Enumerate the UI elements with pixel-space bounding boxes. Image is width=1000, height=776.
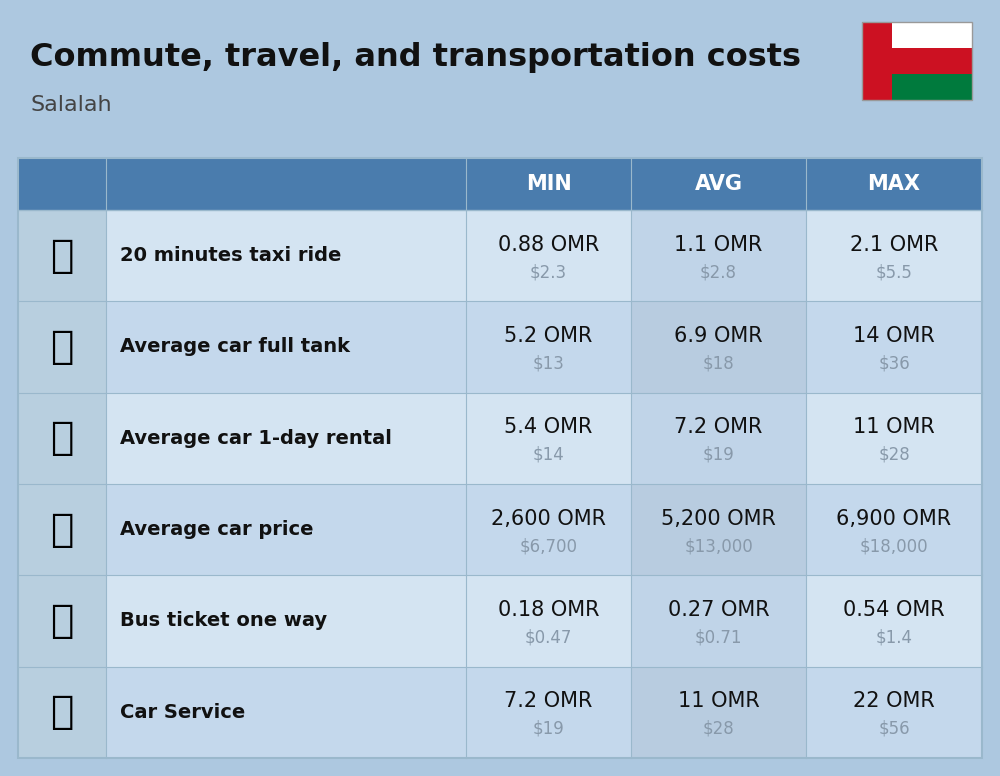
- Bar: [18, 484, 106, 575]
- Text: 0.18 OMR: 0.18 OMR: [498, 600, 599, 620]
- Bar: [18, 210, 106, 301]
- Text: 7.2 OMR: 7.2 OMR: [504, 691, 593, 712]
- Text: 5,200 OMR: 5,200 OMR: [661, 509, 776, 528]
- Bar: [631, 667, 806, 758]
- Text: $13: $13: [533, 355, 564, 372]
- Text: Salalah: Salalah: [30, 95, 112, 115]
- Bar: [466, 210, 631, 301]
- Bar: [631, 210, 806, 301]
- Bar: [18, 393, 106, 484]
- Text: $18: $18: [703, 355, 734, 372]
- Text: AVG: AVG: [694, 174, 742, 194]
- Text: $19: $19: [703, 445, 734, 464]
- Text: 14 OMR: 14 OMR: [853, 326, 935, 346]
- Bar: [466, 484, 631, 575]
- Bar: [631, 575, 806, 667]
- Text: 2.1 OMR: 2.1 OMR: [850, 234, 938, 255]
- Bar: [806, 301, 982, 393]
- Text: 2,600 OMR: 2,600 OMR: [491, 509, 606, 528]
- Text: 🚌: 🚌: [50, 602, 74, 640]
- Bar: [106, 301, 466, 393]
- Text: MAX: MAX: [868, 174, 920, 194]
- Bar: [466, 575, 631, 667]
- Text: 🚕: 🚕: [50, 237, 74, 275]
- Text: $6,700: $6,700: [520, 537, 578, 555]
- Text: Car Service: Car Service: [120, 703, 245, 722]
- Text: $28: $28: [878, 445, 910, 464]
- Text: 11 OMR: 11 OMR: [678, 691, 759, 712]
- Bar: [631, 484, 806, 575]
- Bar: [18, 158, 982, 758]
- Bar: [862, 74, 972, 100]
- Text: $2.3: $2.3: [530, 263, 567, 281]
- Bar: [862, 22, 972, 48]
- Text: Average car price: Average car price: [120, 520, 314, 539]
- Text: 0.27 OMR: 0.27 OMR: [668, 600, 769, 620]
- Text: $5.5: $5.5: [876, 263, 912, 281]
- Text: 🚗: 🚗: [50, 511, 74, 549]
- Bar: [18, 667, 106, 758]
- Bar: [18, 575, 106, 667]
- Text: 7.2 OMR: 7.2 OMR: [674, 417, 763, 438]
- Bar: [806, 667, 982, 758]
- Text: 🔧: 🔧: [50, 693, 74, 731]
- Text: $28: $28: [703, 720, 734, 738]
- Text: MIN: MIN: [526, 174, 571, 194]
- Text: 5.2 OMR: 5.2 OMR: [504, 326, 593, 346]
- Text: $19: $19: [533, 720, 564, 738]
- Text: 0.54 OMR: 0.54 OMR: [843, 600, 945, 620]
- Bar: [18, 301, 106, 393]
- Bar: [18, 158, 982, 210]
- Text: $56: $56: [878, 720, 910, 738]
- Text: Commute, travel, and transportation costs: Commute, travel, and transportation cost…: [30, 42, 801, 73]
- Text: $18,000: $18,000: [860, 537, 928, 555]
- Text: 22 OMR: 22 OMR: [853, 691, 935, 712]
- Text: 1.1 OMR: 1.1 OMR: [674, 234, 763, 255]
- Bar: [806, 393, 982, 484]
- Bar: [106, 667, 466, 758]
- Text: $14: $14: [533, 445, 564, 464]
- Text: 6.9 OMR: 6.9 OMR: [674, 326, 763, 346]
- Text: 11 OMR: 11 OMR: [853, 417, 935, 438]
- Text: 5.4 OMR: 5.4 OMR: [504, 417, 593, 438]
- Bar: [466, 301, 631, 393]
- Text: 0.88 OMR: 0.88 OMR: [498, 234, 599, 255]
- Text: ⛽: ⛽: [50, 328, 74, 366]
- Bar: [466, 393, 631, 484]
- Bar: [106, 393, 466, 484]
- Text: 20 minutes taxi ride: 20 minutes taxi ride: [120, 246, 341, 265]
- Text: $0.71: $0.71: [695, 629, 742, 646]
- Text: Bus ticket one way: Bus ticket one way: [120, 611, 327, 630]
- Bar: [806, 484, 982, 575]
- Bar: [862, 48, 972, 74]
- Text: $0.47: $0.47: [525, 629, 572, 646]
- Bar: [106, 575, 466, 667]
- Text: 🚙: 🚙: [50, 419, 74, 457]
- Text: $13,000: $13,000: [684, 537, 753, 555]
- Bar: [862, 22, 972, 100]
- Bar: [631, 393, 806, 484]
- Bar: [106, 210, 466, 301]
- Bar: [631, 301, 806, 393]
- Bar: [466, 667, 631, 758]
- Bar: [106, 484, 466, 575]
- Text: $2.8: $2.8: [700, 263, 737, 281]
- Text: Average car 1-day rental: Average car 1-day rental: [120, 429, 392, 448]
- Text: 6,900 OMR: 6,900 OMR: [836, 509, 952, 528]
- Text: $1.4: $1.4: [876, 629, 912, 646]
- Text: $36: $36: [878, 355, 910, 372]
- Bar: [806, 210, 982, 301]
- Bar: [806, 575, 982, 667]
- Bar: [862, 22, 892, 100]
- Text: Average car full tank: Average car full tank: [120, 338, 350, 356]
